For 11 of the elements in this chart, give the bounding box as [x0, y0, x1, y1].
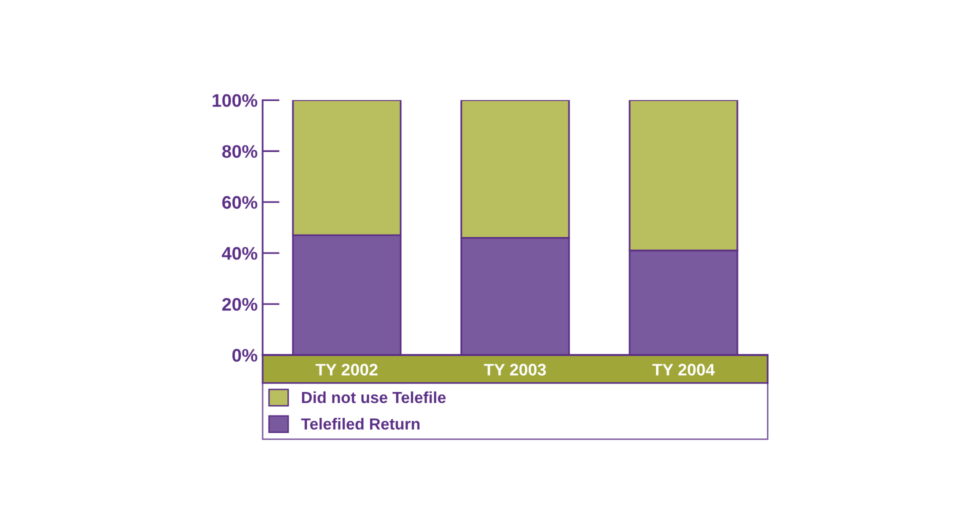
y-tick-label: 60%	[222, 196, 258, 209]
x-tick-label: TY 2004	[652, 364, 715, 376]
y-tick-label: 40%	[222, 247, 258, 260]
y-tick-label: 0%	[232, 348, 258, 362]
x-tick-label: TY 2002	[316, 364, 378, 376]
legend-label: Telefiled Return	[301, 418, 420, 430]
y-tick-label: 80%	[222, 145, 258, 158]
legend-label: Did not use Telefile	[302, 391, 446, 404]
y-tick-label: 20%	[222, 298, 258, 311]
y-tick-label: 100%	[212, 94, 258, 107]
x-tick-label: TY 2003	[484, 364, 546, 376]
